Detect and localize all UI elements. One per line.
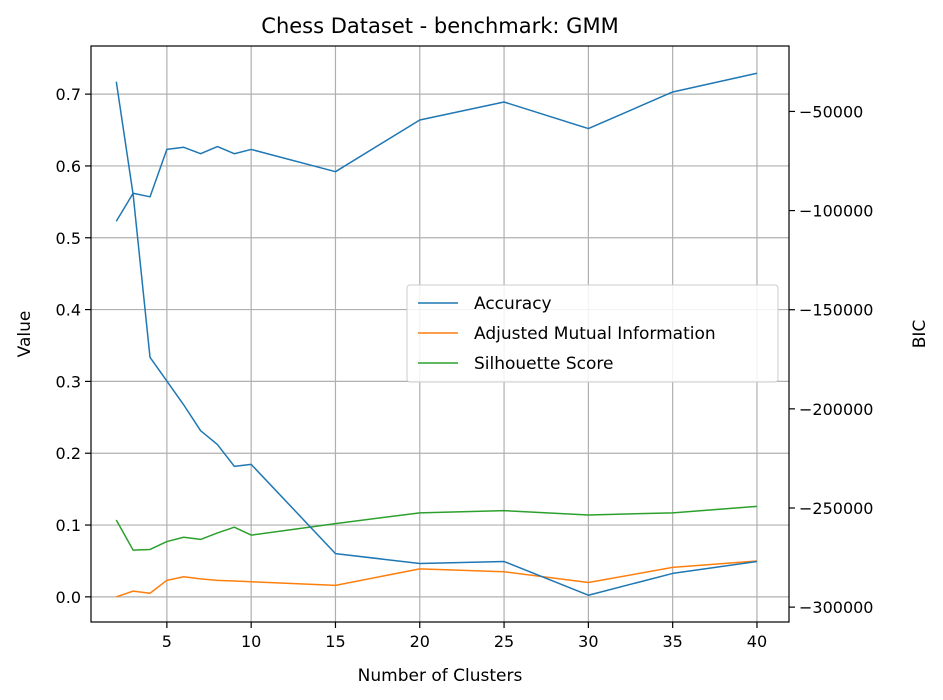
y2-tick-label: −150000 (799, 301, 873, 320)
legend-label: Silhouette Score (474, 354, 613, 374)
y-axis-ticks: 0.0 0.1 0.2 0.3 0.4 0.5 0.6 0.7 (56, 85, 91, 607)
y2-tick-label: −100000 (799, 202, 873, 221)
x-tick-label: 20 (410, 632, 430, 651)
y-tick-label: 0.3 (56, 372, 81, 391)
x-tick-label: 15 (325, 632, 345, 651)
series-line-adjusted-mutual-information (116, 560, 758, 598)
y-tick-label: 0.1 (56, 516, 81, 535)
series-line-bic (115, 81, 758, 596)
x-tick-label: 35 (662, 632, 682, 651)
y-tick-label: 0.4 (56, 301, 81, 320)
y-tick-label: 0.6 (56, 157, 81, 176)
x-axis-ticks: 5 10 15 20 25 30 35 40 (162, 622, 767, 651)
y2-tick-label: −50000 (799, 102, 863, 121)
y2-axis-ticks: −50000 −100000 −150000 −200000 −250000 −30000… (789, 102, 873, 617)
y2-tick-label: −200000 (799, 400, 873, 419)
y2-axis-label: BIC (910, 320, 930, 349)
x-tick-label: 25 (494, 632, 514, 651)
x-tick-label: 5 (162, 632, 172, 651)
y2-tick-label: −300000 (799, 598, 873, 617)
legend-box (406, 284, 779, 383)
y2-tick-label: −250000 (799, 499, 873, 518)
legend: Accuracy Adjusted Mutual Information Silho… (406, 284, 779, 383)
y-tick-label: 0.2 (56, 444, 81, 463)
y-tick-label: 0.5 (56, 229, 81, 248)
series-lines (115, 72, 758, 598)
plot-frame (90, 45, 790, 623)
y-axis-label: Value (15, 311, 35, 358)
legend-label: Adjusted Mutual Information (474, 324, 716, 344)
x-tick-label: 40 (747, 632, 767, 651)
y-tick-label: 0.0 (56, 588, 81, 607)
y-tick-label: 0.7 (56, 85, 81, 104)
x-axis-label: Number of Clusters (358, 666, 523, 686)
legend-label: Accuracy (474, 294, 552, 314)
x-tick-label: 10 (241, 632, 261, 651)
series-line-silhouette-score (115, 505, 758, 551)
chart-title: Chess Dataset - benchmark: GMM (261, 14, 618, 38)
x-tick-label: 30 (578, 632, 598, 651)
series-line-accuracy (115, 72, 758, 222)
